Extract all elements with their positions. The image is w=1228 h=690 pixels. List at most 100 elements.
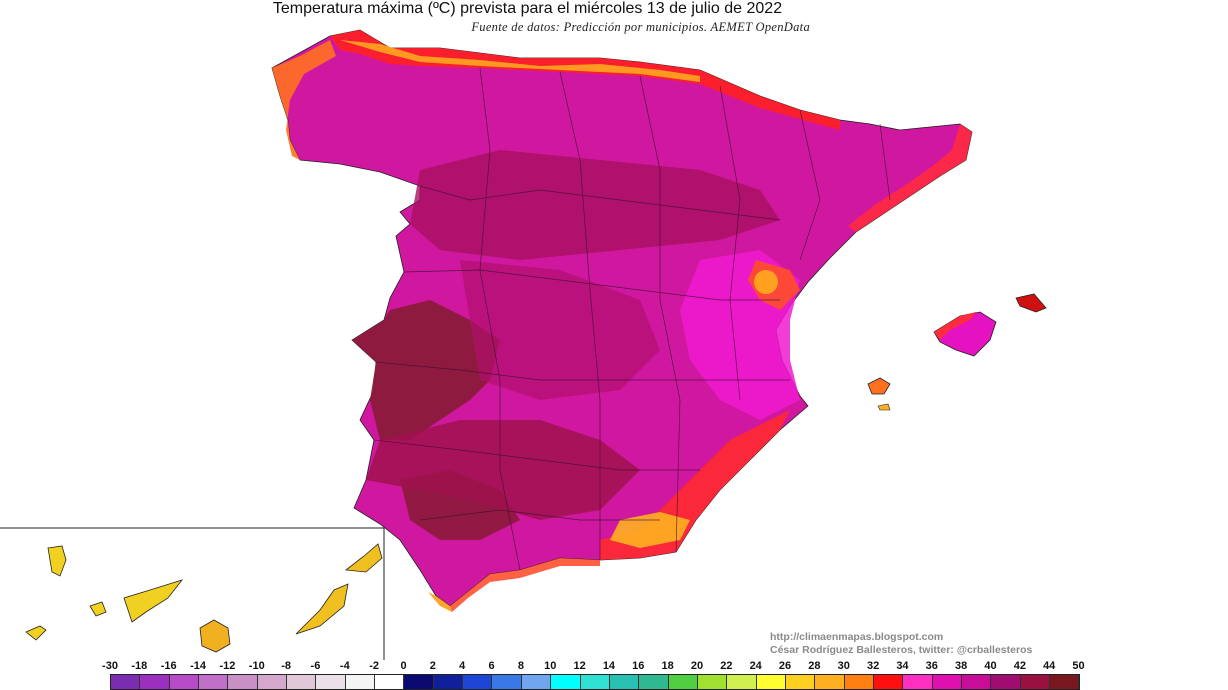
legend-swatch bbox=[1050, 675, 1080, 689]
legend-label: 38 bbox=[955, 660, 968, 672]
legend-label: -16 bbox=[160, 660, 177, 672]
legend-swatch bbox=[492, 675, 522, 689]
legend-label: 44 bbox=[1043, 660, 1056, 672]
legend-swatch bbox=[756, 675, 786, 689]
menorca-island bbox=[1015, 293, 1047, 313]
legend-swatch bbox=[991, 675, 1021, 689]
map-title: Temperatura máxima (ºC) prevista para el… bbox=[272, 0, 783, 17]
formentera-island bbox=[877, 403, 891, 411]
legend-label: 50 bbox=[1072, 660, 1085, 672]
legend-label: -4 bbox=[339, 660, 350, 672]
legend-swatch bbox=[287, 675, 317, 689]
legend-swatch bbox=[580, 675, 610, 689]
valencia-orange-spot bbox=[754, 270, 778, 294]
legend-label: -8 bbox=[281, 660, 291, 672]
legend-label: -14 bbox=[190, 660, 206, 672]
castilla-warm-zone bbox=[410, 150, 780, 260]
catalonia-coast-band bbox=[848, 124, 972, 232]
legend-label: 12 bbox=[573, 660, 586, 672]
cadiz-orange-band bbox=[428, 592, 452, 612]
legend-label: 6 bbox=[488, 660, 495, 672]
la-gomera-island bbox=[89, 601, 107, 617]
legend-label: -30 bbox=[102, 660, 118, 672]
legend-swatch bbox=[932, 675, 962, 689]
credits-url: http://climaenmapas.blogspot.com bbox=[770, 631, 944, 643]
credits: http://climaenmapas.blogspot.com César R… bbox=[770, 631, 1032, 657]
legend-label: 24 bbox=[749, 660, 762, 672]
legend-swatch bbox=[463, 675, 493, 689]
el-hierro-island bbox=[25, 625, 47, 641]
gran-canaria-island bbox=[199, 619, 231, 653]
legend-label: 4 bbox=[459, 660, 466, 672]
legend-label: 14 bbox=[602, 660, 616, 672]
legend-label: -10 bbox=[248, 660, 265, 672]
legend-swatch bbox=[551, 675, 581, 689]
legend-label: 10 bbox=[544, 660, 557, 672]
map-subtitle: Fuente de datos: Predicción por municipi… bbox=[471, 20, 810, 34]
credits-author: César Rodríguez Ballesteros, twitter: @c… bbox=[770, 644, 1033, 656]
legend-label: 16 bbox=[632, 660, 645, 672]
cantabrian-coast-band bbox=[330, 30, 840, 130]
legend-label: -12 bbox=[219, 660, 236, 672]
legend-swatch bbox=[404, 675, 434, 689]
legend-swatch bbox=[639, 675, 669, 689]
legend-label: 36 bbox=[925, 660, 938, 672]
legend-label: 30 bbox=[837, 660, 850, 672]
legend-swatch bbox=[873, 675, 904, 689]
legend-label: 8 bbox=[517, 660, 524, 672]
lanzarote-island bbox=[344, 543, 383, 573]
legend-label: 2 bbox=[429, 660, 436, 672]
costa-del-sol-band bbox=[450, 558, 600, 612]
legend-label: 40 bbox=[984, 660, 997, 672]
province-borders bbox=[373, 67, 891, 571]
legend-label: 32 bbox=[866, 660, 880, 672]
legend-swatch bbox=[668, 675, 698, 689]
legend-label: 18 bbox=[661, 660, 674, 672]
galicia-coast-band bbox=[272, 40, 336, 160]
extremadura-hot-zone bbox=[352, 300, 500, 440]
legend-color-bar bbox=[110, 674, 1081, 690]
central-warm-zone bbox=[460, 260, 660, 400]
legend-swatch bbox=[815, 675, 845, 689]
legend-label: -2 bbox=[369, 660, 380, 672]
legend-label: 22 bbox=[720, 660, 733, 672]
legend-label: -6 bbox=[310, 660, 321, 672]
legend-swatch bbox=[903, 675, 933, 689]
legend-swatch bbox=[199, 675, 229, 689]
andalucia-hot-zone bbox=[366, 420, 640, 520]
legend-label: 20 bbox=[690, 660, 704, 672]
legend-swatch bbox=[727, 675, 757, 689]
tenerife-island bbox=[123, 579, 184, 623]
ibiza-island bbox=[867, 377, 891, 395]
legend-swatch bbox=[521, 675, 552, 689]
legend-label: 34 bbox=[896, 660, 909, 672]
temperature-legend: -30 -18 -16 -14 -12 -10 -8 -6 -4 -2 0 2 4 6 8 10 12 14 16 1… bbox=[96, 660, 1085, 690]
legend-swatch bbox=[345, 675, 376, 689]
legend-swatch bbox=[375, 675, 405, 689]
legend-label: -18 bbox=[131, 660, 148, 672]
canarias-inset-frame bbox=[0, 527, 385, 660]
legend-swatch bbox=[697, 675, 728, 689]
legend-label: 0 bbox=[400, 660, 407, 672]
legend-swatch bbox=[785, 675, 816, 689]
legend-swatch bbox=[961, 675, 992, 689]
legend-swatch bbox=[257, 675, 288, 689]
legend-swatch bbox=[140, 675, 170, 689]
legend-label: 28 bbox=[808, 660, 821, 672]
fuerteventura-island bbox=[295, 583, 349, 635]
temperature-map bbox=[0, 29, 1047, 660]
legend-swatch bbox=[844, 675, 874, 689]
legend-swatch bbox=[169, 675, 200, 689]
legend-swatch bbox=[1020, 675, 1050, 689]
mallorca-coast-band bbox=[934, 312, 976, 340]
almeria-orange-band bbox=[610, 512, 690, 548]
legend-label: 42 bbox=[1013, 660, 1026, 672]
legend-swatch bbox=[111, 675, 141, 689]
legend-label: 26 bbox=[778, 660, 792, 672]
la-palma-island bbox=[47, 545, 67, 577]
cantabrian-coast-orange bbox=[340, 40, 700, 82]
legend-swatch bbox=[433, 675, 464, 689]
legend-swatch bbox=[316, 675, 346, 689]
legend-swatch bbox=[609, 675, 640, 689]
legend-swatch bbox=[228, 675, 258, 689]
